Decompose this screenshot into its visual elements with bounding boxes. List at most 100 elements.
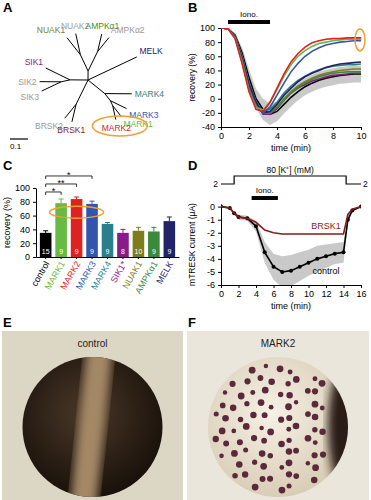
pigment-spot [278,441,285,448]
branch [110,101,112,106]
pigment-spot [293,473,299,479]
step-level-label: 2 [213,179,218,189]
axis-line [221,205,222,286]
tick-mark [218,85,221,86]
pigment-spot [243,447,248,452]
y-axis-title: recovery (%) [2,197,12,248]
branch [65,104,76,118]
pigment-spot [306,461,311,466]
pigment-spot [312,464,319,471]
leaf-label: MARK2 [102,123,132,133]
line [221,207,361,272]
error-bar [90,201,95,204]
tick-mark [218,220,221,221]
pigment-spot [286,459,293,466]
pigment-spot [262,412,268,418]
pigment-spot [252,460,257,465]
stimulus-label: Iono. [256,186,274,195]
bar [40,233,52,257]
marker [272,265,276,269]
pigment-spot [293,376,300,383]
count-label: 9 [75,248,79,255]
tick-mark [218,113,221,114]
branch [46,68,70,80]
marker [333,252,337,256]
tick-label: -2 [207,228,215,238]
pigment-spot [312,452,318,458]
count-label: 8 [121,248,125,255]
error-band [221,28,361,125]
tick: 80 [205,38,221,48]
tick-label: -3 [207,241,215,251]
count-label: 9 [90,248,94,255]
tick-mark [305,127,306,130]
tick-label: -40 [202,122,215,132]
plot-data [221,205,361,285]
error-bar [136,227,141,230]
tick-label: 4 [275,131,280,141]
tick-label: 40 [20,225,30,235]
figure-container: NUAK1NUAK2AMPKα1AMPKα2MELKMARK4MARK3MARK… [0,0,371,500]
line [221,28,361,110]
pigment-spot [231,450,238,457]
pigment-spot [214,412,219,417]
branch [98,38,109,52]
branch [105,94,111,101]
branch [40,81,62,82]
tick: 0 [219,285,224,299]
pigment-spot [244,378,250,384]
pigment-spot [231,429,236,434]
tick-mark [326,285,327,288]
step-level-label: 2 [363,179,368,189]
tick-label: 10 [304,289,314,299]
pigment-spot [252,484,259,491]
leaf-label: SIK1 [25,57,44,67]
marker [289,269,293,273]
pigment-spot [294,400,298,404]
x-axis: controlMARK1MARK2MARK3MARK4SIK1*NUAK1AMP… [29,257,179,295]
panel-label: C [3,158,13,173]
tick-label: 6 [271,289,276,299]
pigment-spot [262,387,269,394]
tick-label: 100 [200,23,215,33]
bar [102,224,114,257]
tick-mark [218,99,221,100]
pigment-spot [305,411,311,417]
pigment-spot [219,428,226,435]
y-axis-title: recovery (%) [187,53,197,101]
pigment-spot [288,370,293,375]
pigment-spot [285,381,290,386]
pigment-spot [278,392,283,397]
tick: 100 [15,183,36,193]
branch [70,79,88,80]
pigment-spot [267,476,273,482]
tick-label: MELK [154,260,175,286]
pigment-spot [320,406,325,411]
pigment-spot [268,378,274,384]
marker [324,254,328,258]
tick-label: -1 [207,215,215,225]
tick-mark [218,285,221,286]
pigment-spot [286,448,292,454]
tick-label: -6 [207,280,215,290]
tick-mark [218,42,221,43]
panel-label: E [3,315,12,330]
tick: -20 [202,108,221,118]
embryo-image [2,331,183,500]
branch [113,106,116,120]
pigment-spot [244,401,249,406]
tick-mark [33,243,36,244]
figure: NUAK1NUAK2AMPKα1AMPKα2MELKMARK4MARK3MARK… [0,0,371,500]
axis-line [221,29,222,128]
series-label: control [312,266,339,276]
branch [76,80,88,104]
tick: 6 [271,285,276,299]
pigment-spot [213,436,219,442]
leaf-label: BRSK2 [35,121,63,131]
tick-mark [33,229,36,230]
x-axis-title: time (min) [271,143,311,153]
pigment-spot [279,465,284,470]
pigment-spot [219,454,224,459]
tick: 10 [304,285,314,299]
image-title: MARK2 [261,338,296,349]
